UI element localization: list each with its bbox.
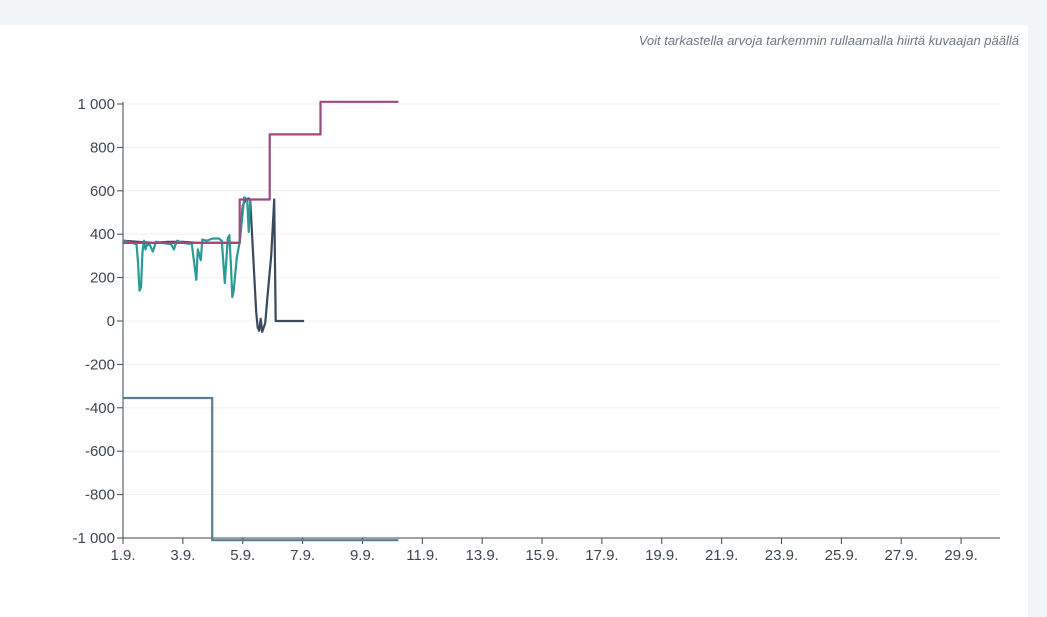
y-tick-label: 0 bbox=[107, 313, 115, 330]
series-line-3 bbox=[123, 100, 399, 244]
x-tick-label: 13.9. bbox=[465, 547, 498, 564]
chart-hint-text: Voit tarkastella arvoja tarkemmin rullaa… bbox=[638, 33, 1019, 48]
x-tick-label: 1.9. bbox=[110, 547, 135, 564]
y-tick-label: -200 bbox=[85, 356, 115, 373]
x-tick-label: 15.9. bbox=[525, 547, 558, 564]
x-tick-label: 17.9. bbox=[585, 547, 618, 564]
y-tick-label: -800 bbox=[85, 487, 115, 504]
x-tick-label: 3.9. bbox=[170, 547, 195, 564]
x-tick-label: 25.9. bbox=[825, 547, 858, 564]
y-tick-label: -400 bbox=[85, 400, 115, 417]
x-tick-label: 19.9. bbox=[645, 547, 678, 564]
x-tick-label: 21.9. bbox=[705, 547, 738, 564]
x-tick-label: 7.9. bbox=[290, 547, 315, 564]
y-tick-label: 1 000 bbox=[77, 96, 115, 113]
line-chart[interactable]: 1 000 800 600 400 200 0 -200 -400 -600 -800 -1 000… bbox=[0, 25, 1028, 585]
y-tick-label: 800 bbox=[90, 139, 115, 156]
series-line-1 bbox=[122, 197, 305, 333]
y-tick-label: -600 bbox=[85, 443, 115, 460]
y-tick-label: 400 bbox=[90, 226, 115, 243]
x-tick-label: 27.9. bbox=[885, 547, 918, 564]
x-tick-label: 5.9. bbox=[230, 547, 255, 564]
x-tick-label: 11.9. bbox=[406, 547, 438, 564]
x-tick-label: 23.9. bbox=[765, 547, 798, 564]
y-tick-label: 600 bbox=[90, 183, 115, 200]
series-line-2 bbox=[122, 196, 252, 299]
x-tick-label: 29.9. bbox=[944, 547, 977, 564]
series-line-4 bbox=[123, 396, 399, 542]
y-tick-label: -1 000 bbox=[72, 530, 115, 547]
x-tick-label: 9.9. bbox=[350, 547, 375, 564]
y-tick-label: 200 bbox=[90, 270, 115, 287]
